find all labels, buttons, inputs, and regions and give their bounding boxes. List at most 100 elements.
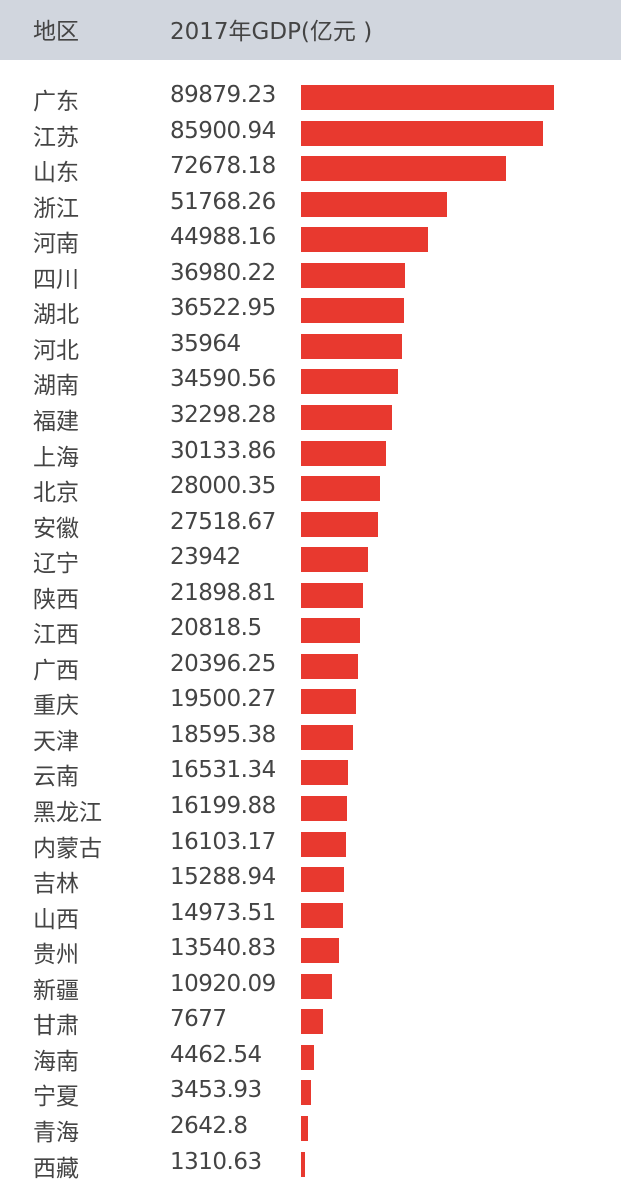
table-row: 河北 35964 [0,329,621,364]
table-row: 湖南 34590.56 [0,364,621,399]
region-label: 内蒙古 [33,835,102,862]
value-label: 20396.25 [170,650,276,677]
table-header: 地区 2017年GDP(亿元 ) [0,0,621,60]
table-row: 辽宁 23942 [0,542,621,577]
bar [301,973,332,999]
region-label: 浙江 [33,195,79,222]
bar [301,653,359,679]
region-label: 陕西 [33,586,79,613]
region-label: 河北 [33,337,79,364]
region-label: 宁夏 [33,1084,79,1111]
bar [301,938,340,964]
value-label: 19500.27 [170,686,276,713]
gdp-column-header: 2017年GDP(亿元 ) [170,19,373,45]
region-label: 江西 [33,622,79,649]
region-label: 山西 [33,906,79,933]
bar [301,262,406,288]
region-label: 吉林 [33,871,79,898]
table-row: 福建 32298.28 [0,400,621,435]
table-row: 天津 18595.38 [0,720,621,755]
value-label: 2642.8 [170,1112,248,1139]
table-row: 安徽 27518.67 [0,507,621,542]
table-row: 上海 30133.86 [0,436,621,471]
region-label: 海南 [33,1048,79,1075]
bar [301,298,404,324]
table-row: 四川 36980.22 [0,258,621,293]
region-label: 贵州 [33,942,79,969]
region-label: 湖北 [33,302,79,329]
table-row: 江西 20818.5 [0,613,621,648]
bar [301,760,348,786]
table-row: 广东 89879.23 [0,80,621,115]
table-row: 青海 2642.8 [0,1111,621,1146]
region-label: 天津 [33,728,79,755]
region-label: 甘肃 [33,1013,79,1040]
table-row: 海南 4462.54 [0,1040,621,1075]
bar [301,724,354,750]
bar [301,582,363,608]
value-label: 18595.38 [170,721,276,748]
bar [301,831,347,857]
value-label: 16199.88 [170,793,276,819]
value-label: 3453.93 [170,1077,262,1104]
table-row: 北京 28000.35 [0,471,621,506]
table-row: 黑龙江 16199.88 [0,791,621,826]
bar [301,120,543,146]
value-label: 27518.67 [170,508,276,535]
value-label: 35964 [170,330,241,357]
table-row: 吉林 15288.94 [0,862,621,897]
value-label: 85900.94 [170,117,276,144]
bar [301,689,356,715]
region-label: 广东 [33,89,79,115]
region-label: 北京 [33,480,79,507]
region-label: 山东 [33,160,79,187]
region-label: 广西 [33,657,79,684]
value-label: 23942 [170,544,241,571]
table-row: 云南 16531.34 [0,755,621,790]
bar [301,511,379,537]
bar [301,440,386,466]
region-label: 重庆 [33,693,79,720]
table-row: 河南 44988.16 [0,222,621,257]
value-label: 28000.35 [170,473,276,500]
bar [301,867,345,893]
table-row: 甘肃 7677 [0,1004,621,1039]
table-row: 江苏 85900.94 [0,116,621,151]
table-row: 西藏 1310.63 [0,1147,621,1182]
bar [301,404,392,430]
table-row: 重庆 19500.27 [0,684,621,719]
value-label: 32298.28 [170,401,276,428]
value-label: 44988.16 [170,224,276,251]
bar [301,369,399,395]
bar [301,476,380,502]
table-row: 山西 14973.51 [0,898,621,933]
bar [301,191,447,217]
region-label: 湖南 [33,373,79,400]
bar [301,85,554,110]
value-label: 10920.09 [170,970,276,997]
value-label: 30133.86 [170,437,276,464]
value-label: 1310.63 [170,1148,262,1175]
region-label: 四川 [33,266,79,293]
value-label: 21898.81 [170,579,276,606]
bar [301,547,369,573]
bar [301,1115,309,1141]
value-label: 7677 [170,1006,227,1033]
value-label: 13540.83 [170,935,276,962]
table-row: 宁夏 3453.93 [0,1075,621,1110]
value-label: 36522.95 [170,295,276,322]
region-label: 安徽 [33,515,79,542]
value-label: 16103.17 [170,828,276,855]
bar [301,618,360,644]
value-label: 36980.22 [170,259,276,286]
region-label: 新疆 [33,977,79,1004]
bar [301,1151,305,1177]
bar [301,1044,314,1070]
table-row: 山东 72678.18 [0,151,621,186]
table-row: 广西 20396.25 [0,649,621,684]
value-label: 89879.23 [170,82,276,108]
region-label: 上海 [33,444,79,471]
bar [301,333,403,359]
value-label: 4462.54 [170,1041,262,1068]
region-label: 黑龙江 [33,800,102,826]
